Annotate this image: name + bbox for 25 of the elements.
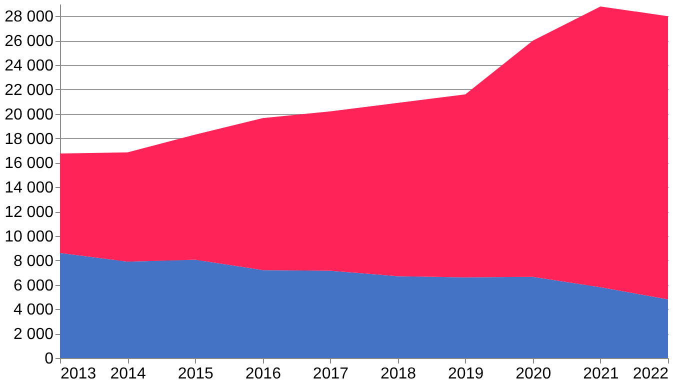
x-tick-label: 2018 <box>380 366 416 382</box>
y-tick-label: 16 000 <box>4 155 54 172</box>
y-tick-label: 20 000 <box>4 106 54 124</box>
y-tick-label: 18 000 <box>4 130 54 148</box>
x-tick-label: 2014 <box>110 366 146 382</box>
y-tick-label: 22 000 <box>4 82 54 99</box>
x-tick-label: 2020 <box>516 366 552 382</box>
x-tick-label: 2013 <box>60 366 96 382</box>
y-tick-label: 8 000 <box>13 252 54 270</box>
y-tick-label: 14 000 <box>4 180 54 197</box>
y-tick-label: 26 000 <box>4 33 54 50</box>
x-tick-label: 2017 <box>312 366 349 382</box>
x-tick-label: 2019 <box>448 366 484 382</box>
y-tick-label: 0 <box>44 350 54 368</box>
y-tick-label: 4 000 <box>13 302 54 319</box>
y-tick-label: 2 000 <box>13 326 54 344</box>
x-tick-label: 2022 <box>632 366 669 382</box>
y-tick-label: 24 000 <box>4 58 54 75</box>
y-tick-label: 6 000 <box>13 277 54 294</box>
x-tick-label: 2016 <box>245 366 282 382</box>
y-tick-label: 10 000 <box>4 228 54 246</box>
y-tick-label: 12 000 <box>4 204 54 222</box>
y-tick-label: 28 000 <box>4 8 54 26</box>
x-tick-label: 2021 <box>583 366 619 382</box>
x-tick-label: 2015 <box>178 366 214 382</box>
